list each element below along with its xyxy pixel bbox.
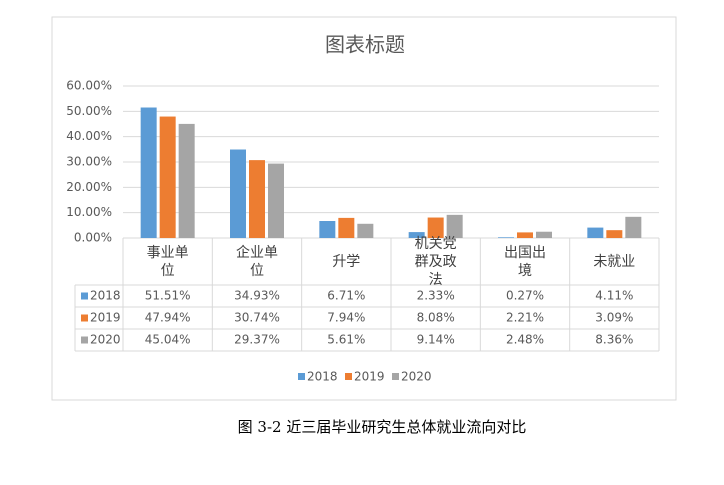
bar <box>249 160 265 238</box>
data-label: 5.61% <box>327 333 365 347</box>
bar <box>606 230 623 238</box>
legend-swatch <box>81 292 88 300</box>
legend-swatch <box>298 373 305 380</box>
series-label: 2019 <box>90 311 121 325</box>
y-tick-label: 50.00% <box>66 104 112 118</box>
x-tick-label: 事业单位 <box>146 244 189 279</box>
data-label: 45.04% <box>145 333 191 347</box>
bar <box>587 227 604 238</box>
bar <box>427 217 444 238</box>
legend-label: 2019 <box>354 370 385 384</box>
data-label: 34.93% <box>234 289 280 303</box>
bar <box>408 232 425 238</box>
series-label: 2020 <box>90 333 121 347</box>
data-label: 3.09% <box>595 311 633 325</box>
bar <box>498 237 514 238</box>
legend-label: 2018 <box>307 370 338 384</box>
y-tick-label: 30.00% <box>66 155 112 169</box>
bar <box>319 221 336 238</box>
bar <box>625 216 642 238</box>
data-label: 6.71% <box>327 289 365 303</box>
bar <box>268 163 284 238</box>
x-tick-label: 升学 <box>332 253 361 270</box>
bar <box>338 217 355 238</box>
data-label: 4.11% <box>595 289 633 303</box>
legend-swatch <box>345 373 352 380</box>
bar <box>178 123 195 238</box>
legend-swatch <box>81 314 88 322</box>
legend-label: 2020 <box>401 370 432 384</box>
data-label: 9.14% <box>417 333 455 347</box>
bar <box>230 149 246 238</box>
x-tick-label: 出国出境 <box>503 244 546 279</box>
y-tick-label: 0.00% <box>74 231 112 245</box>
y-tick-label: 20.00% <box>66 180 112 194</box>
bar <box>140 107 157 239</box>
data-label: 29.37% <box>234 333 280 347</box>
caption: 图 3-2 近三届毕业研究生总体就业流向对比 <box>238 418 527 436</box>
bar <box>517 232 533 238</box>
y-tick-label: 60.00% <box>66 79 112 93</box>
chart-title: 图表标题 <box>325 33 405 57</box>
data-label: 51.51% <box>145 289 191 303</box>
data-label: 7.94% <box>327 311 365 325</box>
data-label: 0.27% <box>506 289 544 303</box>
series-label: 2018 <box>90 289 121 303</box>
x-tick-label: 未就业 <box>593 253 636 270</box>
data-label: 2.48% <box>506 333 544 347</box>
bar <box>159 116 176 238</box>
y-tick-label: 40.00% <box>66 129 112 143</box>
data-label: 30.74% <box>234 311 280 325</box>
bar <box>357 223 374 238</box>
legend-swatch <box>392 373 399 380</box>
data-label: 2.21% <box>506 311 544 325</box>
x-tick-label: 机关党群及政法 <box>414 235 457 288</box>
data-label: 47.94% <box>145 311 191 325</box>
data-label: 8.36% <box>595 333 633 347</box>
data-label: 8.08% <box>417 311 455 325</box>
legend-swatch <box>81 336 88 344</box>
y-tick-label: 10.00% <box>66 205 112 219</box>
x-tick-label: 企业单位 <box>235 244 278 279</box>
bar <box>536 231 552 238</box>
bar <box>446 214 463 238</box>
data-label: 2.33% <box>417 289 455 303</box>
